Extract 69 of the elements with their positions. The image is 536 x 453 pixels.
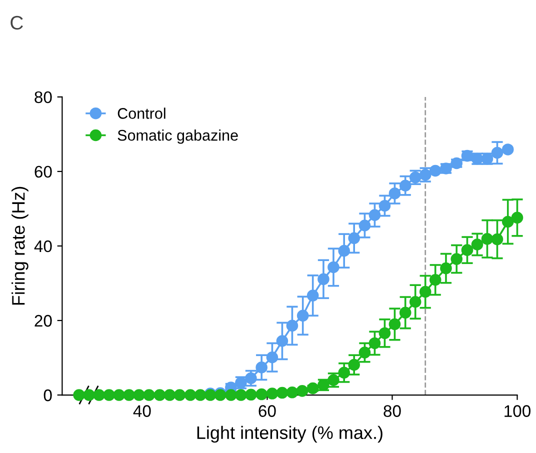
point bbox=[93, 389, 105, 401]
point bbox=[502, 216, 514, 228]
point bbox=[338, 366, 350, 379]
point bbox=[194, 389, 206, 401]
point bbox=[419, 286, 432, 298]
point bbox=[306, 290, 319, 302]
point bbox=[399, 306, 412, 319]
y-tick-label: 80 bbox=[34, 91, 52, 104]
point bbox=[348, 232, 360, 244]
legend-label: Somatic gabazine bbox=[118, 130, 238, 144]
y-tick-label: 60 bbox=[34, 166, 52, 178]
point bbox=[256, 388, 268, 400]
point bbox=[164, 389, 176, 401]
point bbox=[133, 389, 145, 401]
point bbox=[429, 164, 442, 177]
x-tick-label: 40 bbox=[133, 405, 151, 417]
point bbox=[511, 212, 524, 224]
point bbox=[450, 253, 463, 265]
point bbox=[388, 188, 401, 200]
point bbox=[276, 386, 288, 399]
point bbox=[461, 244, 474, 256]
point bbox=[266, 388, 278, 400]
point bbox=[358, 346, 371, 358]
point bbox=[378, 200, 391, 212]
point bbox=[266, 351, 278, 364]
point bbox=[491, 233, 504, 246]
point bbox=[338, 244, 350, 257]
point bbox=[471, 238, 484, 250]
y-tick-label: 0 bbox=[44, 389, 52, 402]
point bbox=[388, 318, 401, 330]
point bbox=[103, 389, 115, 401]
point bbox=[245, 388, 257, 401]
point bbox=[83, 389, 95, 401]
point bbox=[368, 337, 381, 350]
x-axis-title: Light intensity (% max.) bbox=[197, 426, 382, 443]
point bbox=[502, 144, 514, 156]
point bbox=[440, 262, 452, 274]
point bbox=[123, 389, 135, 401]
x-tick-label: 100 bbox=[504, 405, 530, 417]
y-tick-label: 40 bbox=[34, 240, 52, 252]
legend-label: Control bbox=[118, 108, 166, 119]
point bbox=[318, 273, 330, 286]
point bbox=[368, 209, 381, 221]
point bbox=[491, 146, 504, 159]
x-tick-label: 60 bbox=[258, 405, 276, 417]
y-axis-title: Firing rate (Hz) bbox=[12, 186, 28, 305]
point bbox=[296, 310, 309, 322]
point bbox=[286, 386, 298, 398]
point bbox=[328, 261, 340, 274]
point bbox=[256, 362, 268, 374]
point bbox=[378, 327, 391, 340]
point bbox=[348, 358, 360, 371]
point bbox=[481, 232, 494, 245]
point bbox=[113, 389, 125, 401]
point bbox=[399, 180, 412, 192]
point bbox=[245, 372, 257, 384]
point bbox=[358, 220, 371, 232]
point bbox=[174, 389, 186, 401]
y-tick-label: 20 bbox=[34, 314, 52, 327]
x-tick-label: 80 bbox=[384, 405, 401, 417]
point bbox=[184, 389, 196, 401]
point bbox=[143, 389, 155, 401]
point bbox=[286, 320, 298, 332]
point bbox=[73, 389, 85, 401]
text: C bbox=[10, 16, 23, 30]
point bbox=[429, 274, 442, 286]
point bbox=[276, 335, 288, 347]
point bbox=[154, 389, 166, 401]
point bbox=[409, 296, 422, 308]
